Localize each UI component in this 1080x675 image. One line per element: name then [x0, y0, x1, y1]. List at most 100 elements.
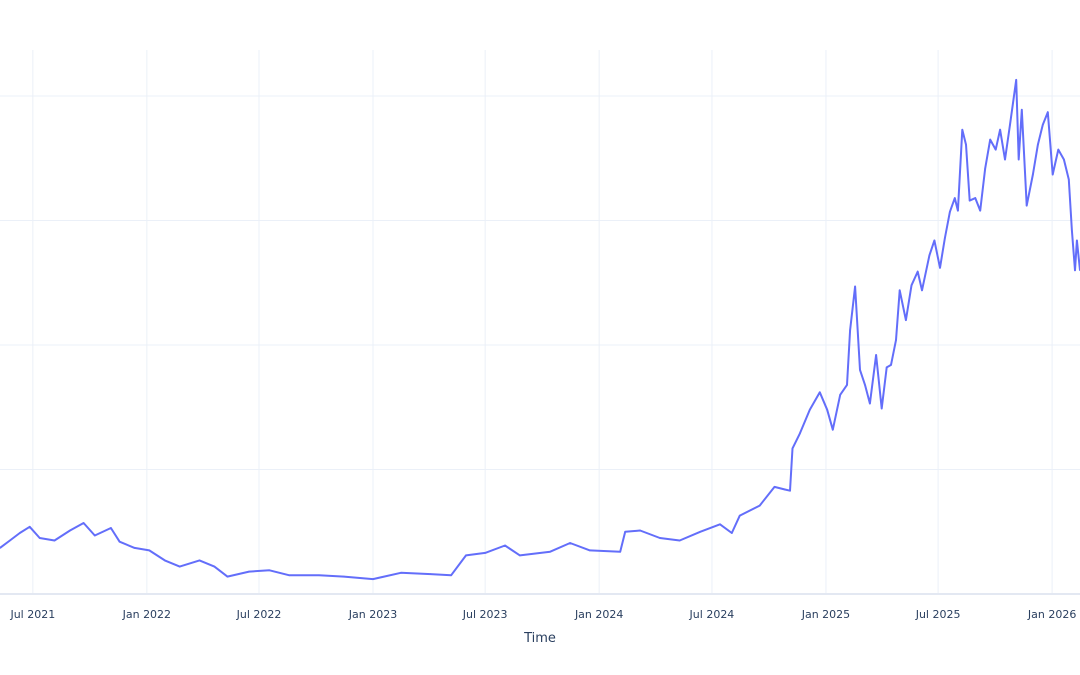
data-point — [965, 143, 967, 146]
data-point — [619, 550, 621, 553]
data-point — [504, 544, 506, 547]
data-point — [1017, 158, 1020, 161]
series-line — [0, 78, 1080, 581]
data-point — [849, 329, 851, 331]
x-tick-label: Jan 2024 — [574, 608, 623, 621]
data-point — [0, 547, 1, 549]
data-point — [429, 573, 432, 575]
data-point — [1057, 148, 1060, 151]
data-point — [890, 364, 892, 366]
data-point — [569, 542, 571, 544]
data-point — [758, 504, 761, 507]
data-point — [178, 565, 181, 568]
data-point — [819, 391, 821, 394]
data-point — [880, 407, 883, 410]
data-point — [133, 547, 136, 549]
data-point — [921, 289, 923, 292]
data-point — [639, 529, 641, 532]
data-point — [198, 559, 201, 562]
data-point — [954, 197, 956, 199]
data-point — [719, 523, 721, 526]
data-point — [268, 569, 271, 572]
data-point — [809, 409, 811, 411]
data-point — [1032, 173, 1034, 176]
data-point — [789, 489, 791, 492]
data-point — [974, 197, 977, 199]
data-point — [999, 128, 1001, 131]
data-point — [484, 552, 487, 554]
data-point — [699, 531, 701, 533]
data-point — [957, 209, 959, 212]
data-point — [465, 554, 467, 557]
data-point — [859, 369, 861, 371]
series-group — [0, 78, 1080, 581]
x-tick-label: Jul 2024 — [689, 608, 735, 621]
data-point — [69, 529, 71, 532]
data-point — [839, 394, 841, 396]
data-point — [928, 254, 931, 257]
data-point — [869, 402, 871, 405]
data-point — [248, 570, 250, 573]
x-tick-label: Jan 2022 — [122, 608, 171, 621]
data-point — [343, 575, 345, 578]
data-point — [885, 366, 888, 369]
x-tick-label: Jan 2026 — [1027, 608, 1076, 621]
data-point — [450, 574, 452, 577]
data-point — [895, 339, 897, 341]
data-point — [1074, 269, 1076, 272]
data-point — [148, 549, 151, 552]
data-point — [854, 285, 856, 288]
data-point — [739, 514, 741, 517]
data-point — [318, 574, 320, 577]
data-point — [110, 527, 112, 529]
data-point — [400, 572, 402, 574]
x-gridlines — [32, 50, 1053, 594]
data-point — [875, 354, 877, 356]
data-point — [1063, 158, 1065, 161]
data-point — [589, 549, 591, 552]
data-point — [961, 128, 964, 131]
data-point — [372, 578, 374, 580]
data-point — [1076, 239, 1078, 242]
data-point — [1042, 123, 1044, 126]
data-point — [979, 209, 981, 212]
data-point — [1051, 173, 1054, 176]
data-point — [226, 575, 229, 578]
data-point — [832, 428, 834, 431]
data-point — [826, 409, 828, 411]
x-tick-label: Jul 2023 — [462, 608, 508, 621]
data-point — [933, 239, 936, 242]
data-point — [968, 199, 971, 202]
data-point — [1068, 178, 1070, 181]
data-point — [1025, 204, 1028, 207]
data-point — [1037, 143, 1039, 146]
data-point — [898, 289, 901, 292]
data-point — [773, 486, 776, 488]
data-point — [94, 534, 96, 537]
data-point — [28, 526, 31, 528]
data-point — [659, 537, 661, 539]
x-tick-label: Jan 2025 — [801, 608, 850, 621]
data-point — [519, 554, 521, 557]
data-point — [118, 540, 121, 543]
data-point — [1015, 79, 1017, 81]
data-point — [939, 267, 941, 269]
data-point — [916, 270, 919, 273]
data-point — [164, 559, 166, 562]
data-point — [549, 550, 551, 553]
x-tick-label: Jul 2025 — [915, 608, 961, 621]
data-point — [791, 447, 794, 450]
data-point — [1047, 111, 1049, 113]
data-point — [731, 532, 733, 534]
data-point — [864, 384, 866, 386]
data-point — [288, 574, 291, 577]
x-tick-label: Jan 2023 — [348, 608, 397, 621]
x-tick-label: Jul 2022 — [236, 608, 282, 621]
data-point — [678, 539, 681, 542]
data-point — [1071, 229, 1073, 232]
data-point — [38, 537, 41, 539]
y-gridlines — [0, 95, 1080, 595]
data-point — [624, 531, 626, 533]
data-point — [910, 284, 913, 287]
